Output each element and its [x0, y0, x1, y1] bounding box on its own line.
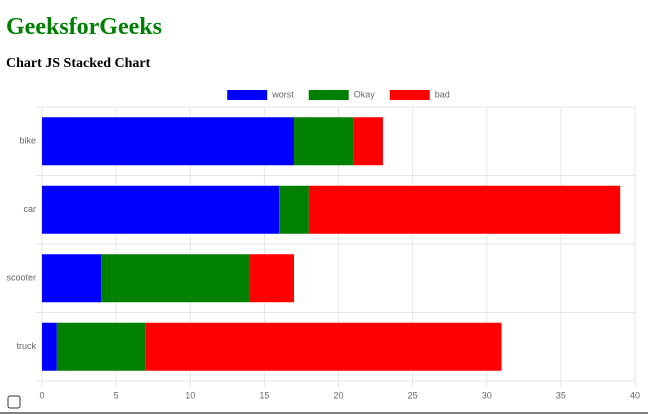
bar [308, 185, 621, 234]
icon [7, 395, 21, 409]
x-tick-label: 15 [259, 390, 269, 400]
legend-label: Okay [354, 89, 376, 99]
x-tick-label: 25 [408, 390, 418, 400]
bar [101, 254, 250, 303]
bar [42, 185, 280, 234]
bar [42, 117, 295, 166]
x-tick-label: 0 [39, 390, 44, 400]
legend-label: worst [271, 89, 294, 99]
x-tick-label: 35 [556, 390, 566, 400]
bar [42, 254, 102, 303]
legend-swatch [308, 90, 349, 100]
x-tick-label: 10 [185, 390, 195, 400]
bar [56, 322, 146, 371]
x-tick-label: 40 [630, 390, 640, 400]
bar [279, 185, 309, 234]
legend-label: bad [435, 89, 450, 99]
x-tick-label: 20 [333, 390, 343, 400]
legend-swatch [389, 90, 430, 100]
site-title: GeeksforGeeks [6, 14, 162, 40]
y-tick-label: bike [19, 136, 36, 146]
legend-swatch [227, 90, 268, 100]
bar [353, 117, 383, 166]
y-tick-label: truck [16, 341, 36, 351]
y-tick-label: car [23, 204, 36, 214]
y-tick-label: scooter [6, 273, 36, 283]
x-tick-label: 5 [114, 390, 119, 400]
bar [145, 322, 502, 371]
page-subtitle: Chart JS Stacked Chart [6, 56, 151, 71]
bar [249, 254, 295, 303]
bar [42, 322, 57, 371]
x-tick-label: 30 [482, 390, 492, 400]
bar [294, 117, 354, 166]
